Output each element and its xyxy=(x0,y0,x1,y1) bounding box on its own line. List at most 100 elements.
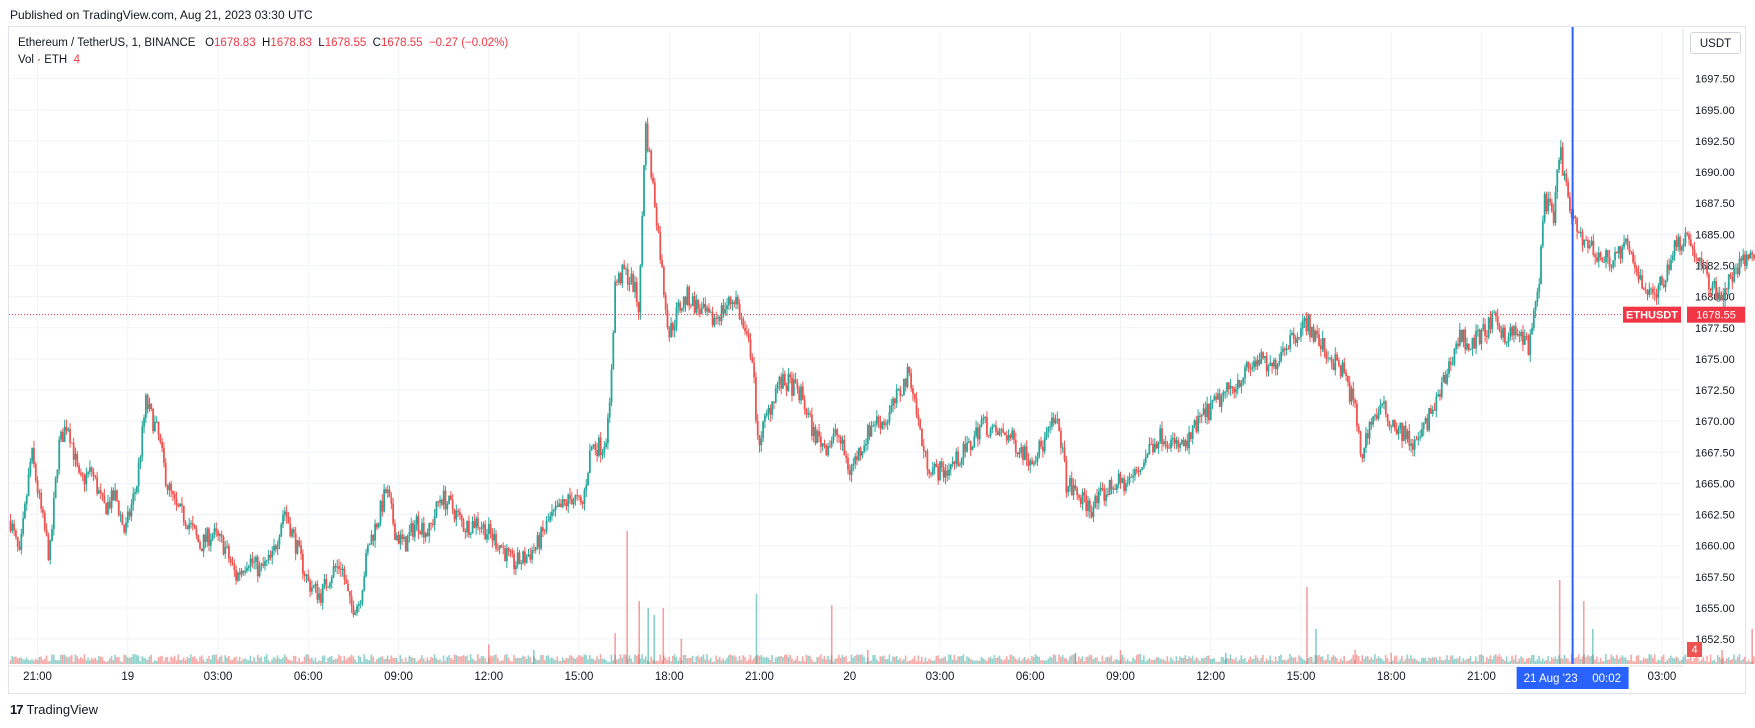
volume-bar xyxy=(1121,654,1123,664)
volume-bar xyxy=(623,654,625,664)
candle-body xyxy=(1309,314,1311,338)
volume-bar xyxy=(787,656,790,664)
price-tick-label: 1670.00 xyxy=(1695,416,1735,428)
volume-bar xyxy=(1374,654,1376,664)
candle-body xyxy=(233,563,236,570)
candle-body xyxy=(1679,236,1681,251)
candle-body xyxy=(504,548,506,562)
volume-bar xyxy=(960,656,963,664)
volume-bar xyxy=(1328,660,1331,664)
candle-body xyxy=(1623,242,1625,248)
candle-body xyxy=(464,530,467,533)
volume-bar xyxy=(708,660,710,664)
candle-body xyxy=(1278,361,1281,365)
volume-bar xyxy=(691,655,694,664)
volume-bar xyxy=(1525,658,1528,664)
candle-body xyxy=(789,374,792,378)
volume-bar xyxy=(305,654,308,664)
volume-bar xyxy=(520,657,522,664)
candle-body xyxy=(576,495,579,496)
volume-bar xyxy=(1529,658,1531,664)
candle-body xyxy=(1727,274,1730,290)
candle-body xyxy=(523,551,526,563)
candle-body xyxy=(403,536,405,540)
volume-bar xyxy=(1630,654,1632,664)
volume-bar xyxy=(922,661,925,664)
tradingview-logo[interactable]: 17 TradingView xyxy=(10,702,98,717)
candle-body xyxy=(886,421,889,424)
candle-body xyxy=(986,416,988,436)
time-tick-label: 06:00 xyxy=(1016,671,1045,683)
candle-body xyxy=(150,403,153,409)
chart-frame[interactable] xyxy=(8,26,1746,694)
candle-body xyxy=(594,444,597,450)
volume-bar xyxy=(1309,656,1311,664)
volume-bar xyxy=(1337,661,1340,664)
currency-button[interactable]: USDT xyxy=(1690,32,1741,54)
volume-bar xyxy=(1076,661,1078,664)
candle-body xyxy=(1653,293,1656,295)
candle-body xyxy=(1561,147,1564,176)
candle-body xyxy=(278,536,281,545)
volume-bar xyxy=(408,655,411,664)
volume-bar xyxy=(11,655,14,664)
volume-bar xyxy=(1693,658,1696,664)
volume-bar xyxy=(231,659,234,664)
candle-body xyxy=(681,308,683,311)
volume-bar xyxy=(190,654,192,664)
volume-bar xyxy=(1545,659,1548,664)
candle-body xyxy=(1648,289,1651,295)
candle-body xyxy=(1211,400,1214,403)
candle-body xyxy=(1018,452,1021,455)
volume-bar xyxy=(850,654,853,664)
candle-body xyxy=(1215,396,1218,400)
candle-body xyxy=(457,510,460,512)
candle-body xyxy=(1747,254,1750,259)
candle-body xyxy=(1238,380,1241,387)
volume-bar xyxy=(1543,660,1546,664)
volume-bar xyxy=(509,660,512,664)
volume-bar xyxy=(1040,660,1042,664)
candle-body xyxy=(1184,440,1187,447)
candle-body xyxy=(311,587,313,592)
volume-bar xyxy=(144,658,147,664)
legend-symbol[interactable]: Ethereum / TetherUS, 1, BINANCE xyxy=(18,37,196,49)
candle-body xyxy=(823,443,826,446)
volume-bar xyxy=(356,661,358,664)
volume-bar xyxy=(814,661,817,664)
volume-bar xyxy=(661,660,663,664)
candle-body xyxy=(1597,252,1600,262)
volume-bar xyxy=(1296,661,1299,664)
volume-bar xyxy=(54,660,57,664)
volume-bar xyxy=(1536,659,1539,664)
volume-bar xyxy=(749,655,752,664)
volume-bar xyxy=(753,657,755,664)
volume-bar xyxy=(105,661,107,664)
candle-body xyxy=(711,312,714,326)
candle-body xyxy=(1283,348,1286,351)
volume-bar xyxy=(1709,654,1712,664)
volume-bar xyxy=(303,656,306,664)
candle-body xyxy=(505,548,508,562)
legend-volume-label[interactable]: Vol · ETH xyxy=(18,54,68,66)
volume-bar xyxy=(188,657,190,664)
volume-bar xyxy=(848,661,851,664)
volume-bar xyxy=(908,660,911,664)
volume-bar xyxy=(1083,661,1086,664)
volume-bar xyxy=(1027,657,1030,664)
candle-body xyxy=(139,456,142,464)
candle-body xyxy=(323,579,326,584)
volume-bar xyxy=(1336,658,1338,664)
volume-bar xyxy=(375,659,378,664)
volume-bar xyxy=(634,654,636,664)
candle-body xyxy=(74,453,77,460)
volume-bar xyxy=(1211,658,1214,664)
candle-body xyxy=(861,451,864,456)
volume-bar xyxy=(1729,660,1732,664)
volume-bar xyxy=(1671,657,1674,664)
volume-bar xyxy=(1713,659,1715,664)
volume-bar xyxy=(258,657,261,664)
volume-bar xyxy=(204,661,207,664)
candle-body xyxy=(1063,447,1066,461)
